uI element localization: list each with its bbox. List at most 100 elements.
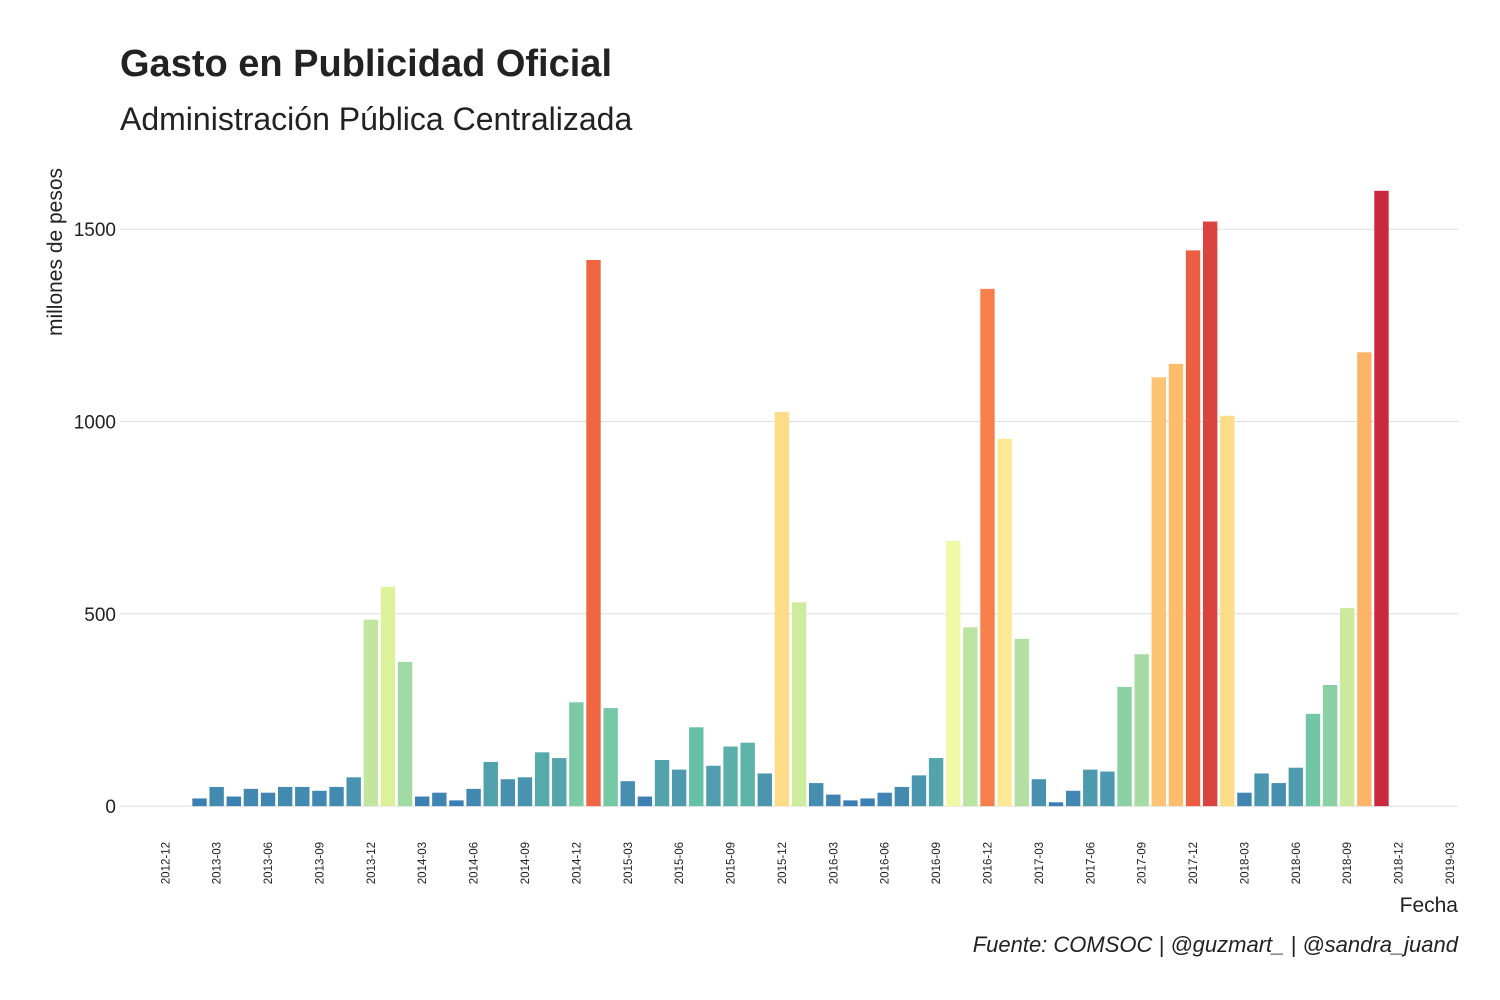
- y-axis-label: millones de pesos: [44, 168, 67, 336]
- bar: [980, 288, 995, 807]
- bar: [1083, 769, 1098, 807]
- bar: [826, 794, 841, 807]
- x-tick-label: 2018-06: [1291, 842, 1303, 884]
- bar: [774, 411, 790, 807]
- bar: [569, 702, 584, 807]
- bar: [1048, 802, 1064, 807]
- bar: [757, 773, 772, 807]
- bar: [928, 758, 944, 807]
- x-tick-label: 2016-03: [828, 842, 840, 884]
- x-axis-label: Fecha: [1400, 894, 1459, 917]
- bar: [620, 781, 635, 807]
- x-tick-label: 2019-03: [1445, 842, 1457, 884]
- bar: [329, 786, 344, 807]
- chart-subtitle: Administración Pública Centralizada: [120, 101, 632, 137]
- bar: [552, 758, 567, 807]
- bar: [243, 788, 259, 807]
- bar: [1237, 792, 1252, 807]
- bar: [723, 746, 738, 807]
- bar: [1168, 363, 1184, 807]
- x-tick-label: 2015-09: [726, 842, 738, 884]
- bar: [295, 786, 310, 807]
- bar: [809, 783, 824, 807]
- bar: [1202, 221, 1218, 807]
- bar: [1185, 250, 1201, 807]
- bar: [894, 786, 910, 807]
- bar: [534, 752, 550, 807]
- x-tick-label: 2015-03: [623, 842, 635, 884]
- bar: [603, 708, 618, 807]
- bar: [449, 800, 464, 807]
- x-tick-label: 2018-03: [1239, 842, 1251, 884]
- bar: [1288, 767, 1304, 807]
- x-tick-label: 2015-06: [674, 842, 686, 884]
- bar: [260, 792, 276, 807]
- caption: Fuente: COMSOC | @guzmart_ | @sandra_jua…: [973, 932, 1459, 957]
- bar: [1031, 779, 1047, 807]
- y-tick-label: 500: [84, 605, 116, 626]
- bar: [689, 727, 704, 807]
- bar: [346, 777, 361, 807]
- bar: [1374, 190, 1389, 807]
- bar: [791, 602, 807, 807]
- bar: [963, 627, 978, 807]
- bar: [637, 796, 653, 807]
- bar: [415, 796, 430, 807]
- bar: [500, 779, 516, 807]
- x-tick-label: 2017-06: [1085, 842, 1097, 884]
- bar: [432, 792, 447, 807]
- x-tick-label: 2017-09: [1137, 842, 1149, 884]
- bar: [843, 800, 858, 807]
- x-tick-label: 2013-03: [212, 842, 224, 884]
- x-tick-label: 2014-09: [520, 842, 532, 884]
- bar: [192, 798, 207, 807]
- bar: [877, 792, 892, 807]
- x-tick-label: 2013-06: [263, 842, 275, 884]
- y-tick-label: 0: [105, 797, 116, 818]
- bar: [312, 790, 327, 807]
- x-tick-label: 2016-09: [931, 842, 943, 884]
- x-tick-label: 2015-12: [777, 842, 789, 884]
- x-tick-label: 2018-09: [1342, 842, 1354, 884]
- x-tick-label: 2018-12: [1394, 842, 1406, 884]
- x-tick-label: 2014-06: [469, 842, 481, 884]
- bars: [192, 190, 1389, 807]
- bar: [1220, 415, 1235, 807]
- bar: [860, 798, 875, 807]
- x-tick-label: 2012-12: [160, 842, 172, 884]
- bar: [1254, 773, 1269, 807]
- bar: [517, 777, 533, 807]
- bar: [209, 786, 224, 807]
- bar: [1134, 654, 1149, 807]
- bar: [397, 661, 413, 807]
- bar: [671, 769, 687, 807]
- y-tick-label: 1000: [74, 413, 116, 434]
- x-tick-label: 2016-12: [982, 842, 994, 884]
- chart-title: Gasto en Publicidad Oficial: [120, 43, 612, 85]
- bar: [997, 438, 1012, 807]
- bar: [654, 760, 670, 807]
- bar: [1014, 638, 1029, 807]
- bar: [586, 260, 601, 807]
- bar: [226, 796, 241, 807]
- x-tick-label: 2013-09: [314, 842, 326, 884]
- bar: [1357, 352, 1372, 807]
- bar: [1151, 377, 1166, 807]
- bar: [1117, 686, 1132, 807]
- bar: [483, 761, 498, 807]
- bar: [1065, 790, 1081, 807]
- bar: [466, 788, 481, 807]
- x-tick-label: 2014-12: [571, 842, 583, 884]
- bar: [1322, 685, 1338, 807]
- bar: [1271, 783, 1286, 807]
- ticks: 0 500 1000 1500 2012-12 2013-03 2013-06 2013-09…: [74, 220, 1457, 884]
- bar: [1305, 713, 1321, 807]
- y-tick-label: 1500: [74, 220, 116, 241]
- x-tick-label: 2014-03: [417, 842, 429, 884]
- x-tick-label: 2017-03: [1034, 842, 1046, 884]
- bar: [380, 586, 396, 807]
- bar: [946, 540, 961, 807]
- x-tick-label: 2016-06: [880, 842, 892, 884]
- bar: [1100, 771, 1115, 807]
